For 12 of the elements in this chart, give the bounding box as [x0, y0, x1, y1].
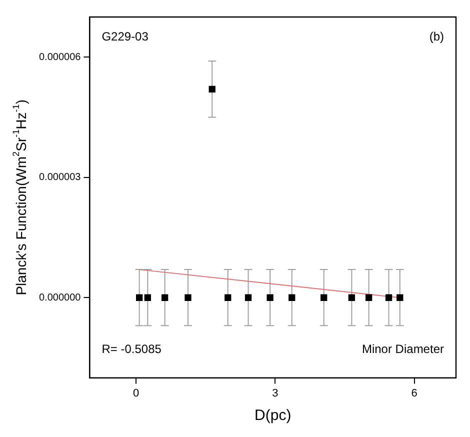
y-axis-title: Planck's Function(Wm2Sr-1Hz-1)	[10, 99, 29, 296]
annotation: Minor Diameter	[362, 342, 444, 356]
y-tick-label: 0.000003	[38, 172, 82, 184]
annotation: (b)	[429, 29, 444, 44]
y-tick-label: 0.000000	[38, 292, 82, 304]
x-tick-label: 0	[133, 387, 140, 400]
x-axis-title: D(pc)	[254, 407, 292, 424]
annotation: G229-03	[102, 29, 149, 44]
x-tick-label: 3	[272, 387, 278, 400]
x-tick-label: 6	[411, 387, 418, 400]
annotation: R= -0.5085	[102, 342, 162, 356]
y-tick-label: 0.000006	[38, 52, 82, 63]
